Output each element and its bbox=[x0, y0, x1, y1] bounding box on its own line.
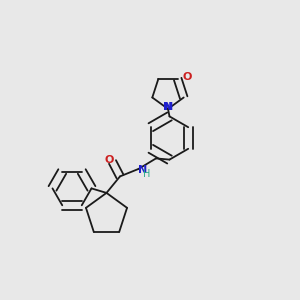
Text: N: N bbox=[138, 165, 147, 175]
Text: O: O bbox=[183, 72, 192, 82]
Text: N: N bbox=[164, 102, 173, 112]
Text: N: N bbox=[164, 102, 172, 112]
Text: O: O bbox=[104, 154, 114, 165]
Text: H: H bbox=[143, 169, 151, 179]
